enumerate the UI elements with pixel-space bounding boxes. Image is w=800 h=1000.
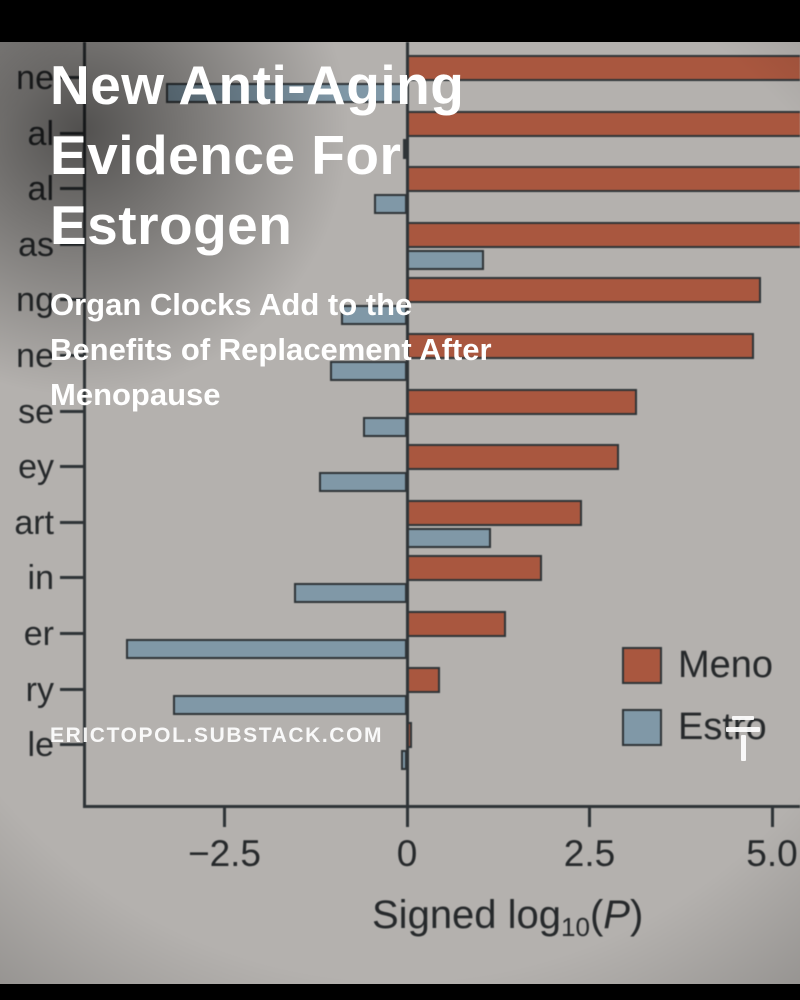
bar-estrogen — [401, 750, 407, 771]
y-tick-label: al — [27, 170, 54, 209]
x-tick-mark — [588, 805, 591, 827]
y-tick-label: ng — [16, 281, 54, 320]
y-tick-label: er — [23, 615, 54, 653]
y-tick-label: as — [18, 225, 54, 264]
y-tick-mark — [60, 465, 84, 469]
bar-menopause — [407, 555, 543, 582]
article-text-icon — [726, 708, 766, 764]
bar-menopause — [407, 55, 800, 81]
title-line-1: New Anti-Aging — [50, 54, 465, 116]
title-line-2: Evidence For — [50, 124, 402, 186]
x-tick-mark — [770, 805, 774, 827]
text-icon-stem — [741, 735, 746, 761]
legend-item-menopause: Meno — [622, 644, 773, 687]
bar-menopause — [407, 611, 506, 637]
axis-title-paren-open: ( — [589, 893, 604, 937]
subtitle-line-2: Benefits of Replacement After — [50, 332, 492, 367]
letterbox-top — [0, 0, 800, 42]
y-tick-label: in — [27, 559, 54, 598]
axis-title-paren-close: ) — [629, 893, 644, 937]
bar-estrogen — [173, 694, 407, 715]
axis-title-pre: Signed log — [372, 893, 562, 937]
y-tick-mark — [60, 632, 84, 635]
legend-swatch-menopause — [622, 647, 662, 684]
bar-estrogen — [319, 472, 407, 493]
y-tick-label: ry — [25, 670, 54, 709]
y-tick-label: art — [14, 503, 54, 542]
x-tick-mark — [405, 805, 409, 827]
text-icon-line-long — [726, 727, 760, 732]
subtitle-line-1: Organ Clocks Add to the — [50, 287, 413, 322]
bar-estrogen — [125, 639, 407, 659]
y-tick-mark — [60, 520, 84, 524]
x-tick-label: 5.0 — [746, 833, 798, 874]
text-icon-line-short — [732, 716, 754, 720]
bar-menopause — [407, 722, 413, 749]
y-tick-label: se — [18, 392, 54, 431]
x-tick-mark — [223, 805, 226, 827]
letterbox-bottom — [0, 984, 800, 1000]
bar-estrogen — [293, 583, 407, 604]
bar-estrogen — [363, 416, 407, 437]
bar-menopause — [407, 499, 583, 526]
x-tick-label: 2.5 — [563, 833, 616, 874]
bar-estrogen — [407, 527, 491, 548]
axis-title-variable: P — [603, 893, 630, 937]
y-tick-label: ne — [16, 337, 54, 375]
legend-label-menopause: Meno — [678, 644, 774, 686]
site-watermark: ERICTOPOL.SUBSTACK.COM — [50, 724, 384, 747]
y-tick-mark — [60, 576, 84, 580]
x-axis-title: Signed log10(P) — [372, 893, 643, 943]
legend-swatch-estrogen — [622, 709, 662, 746]
y-tick-label: al — [27, 114, 54, 153]
y-tick-label: ey — [18, 448, 54, 487]
bar-menopause — [407, 166, 800, 193]
y-tick-mark — [60, 687, 84, 691]
bar-menopause — [407, 221, 800, 248]
title-line-3: Estrogen — [50, 194, 293, 256]
axis-title-subscript: 10 — [561, 912, 590, 942]
x-tick-label: 0 — [396, 833, 418, 874]
bar-menopause — [407, 444, 619, 471]
subtitle-line-3: Menopause — [50, 377, 221, 412]
x-tick-label: −2.5 — [187, 833, 262, 874]
x-axis-line — [83, 805, 800, 808]
cover-subtitle: Organ Clocks Add to the Benefits of Repl… — [50, 282, 492, 417]
bar-menopause — [407, 110, 800, 137]
y-tick-label: le — [27, 726, 54, 765]
cover-title: New Anti-Aging Evidence For Estrogen — [50, 50, 464, 260]
bar-menopause — [407, 666, 440, 693]
y-tick-label: ne — [16, 59, 54, 97]
